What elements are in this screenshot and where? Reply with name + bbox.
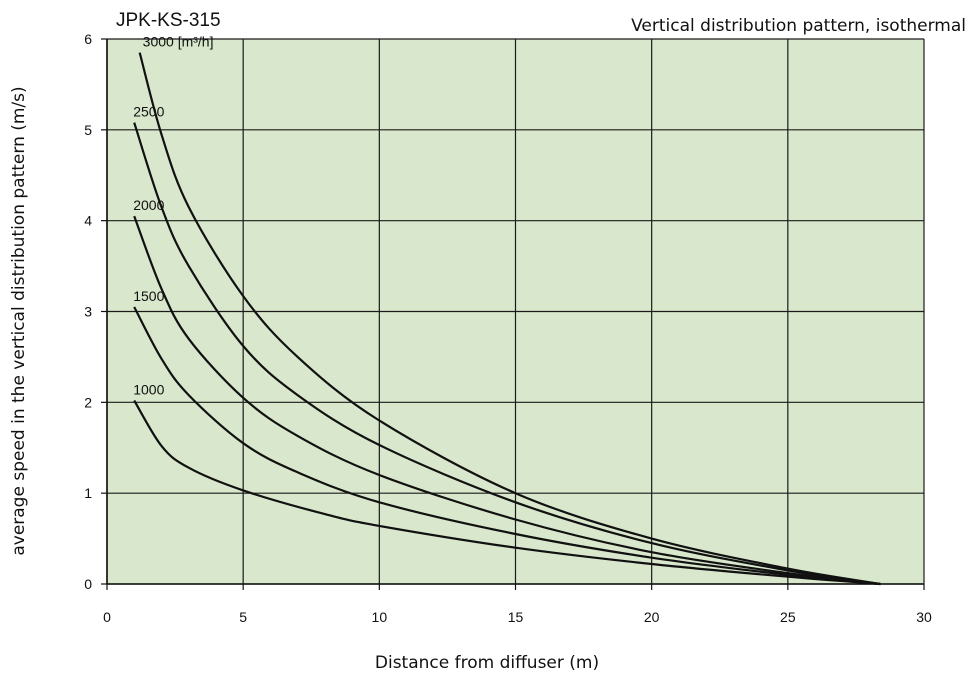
- y-tick-label: 3: [84, 304, 92, 320]
- x-tick-label: 30: [916, 609, 932, 625]
- series-label-1000: 1000: [133, 382, 164, 398]
- x-tick-label: 25: [780, 609, 796, 625]
- chart-subtitle: JPK-KS-315: [116, 10, 221, 31]
- y-tick-label: 4: [84, 213, 92, 229]
- x-tick-label: 5: [239, 609, 247, 625]
- x-axis-label: Distance from diffuser (m): [374, 653, 600, 673]
- y-tick-label: 2: [84, 394, 92, 410]
- series-line-2000: [133, 215, 881, 586]
- series-line-1000: [133, 399, 881, 586]
- y-tick-label: 5: [84, 122, 92, 138]
- x-tick-label: 10: [372, 609, 388, 625]
- series-label-3000: 3000 [m³/h]: [143, 34, 214, 50]
- x-tick-label: 20: [644, 609, 660, 625]
- x-tick-label: 15: [508, 609, 524, 625]
- series-line-1500: [133, 306, 881, 586]
- series-label-1500: 1500: [133, 288, 164, 304]
- series-group: 1000 1500 2000 2500 3000 [m³/h]: [133, 34, 881, 586]
- x-tick-label: 0: [103, 609, 111, 625]
- y-tick-label: 1: [84, 485, 92, 501]
- series-line-2500: [133, 122, 881, 586]
- ticks: 0 5 10 15 20 25 30 0 1 2 3 4 5 6: [84, 31, 932, 625]
- chart-title: Vertical distribution pattern, isotherma…: [631, 16, 966, 36]
- series-label-2000: 2000: [133, 197, 164, 213]
- series-line-3000: [138, 52, 881, 586]
- y-tick-label: 0: [84, 576, 92, 592]
- series-label-2500: 2500: [133, 104, 164, 120]
- y-tick-label: 6: [84, 31, 92, 47]
